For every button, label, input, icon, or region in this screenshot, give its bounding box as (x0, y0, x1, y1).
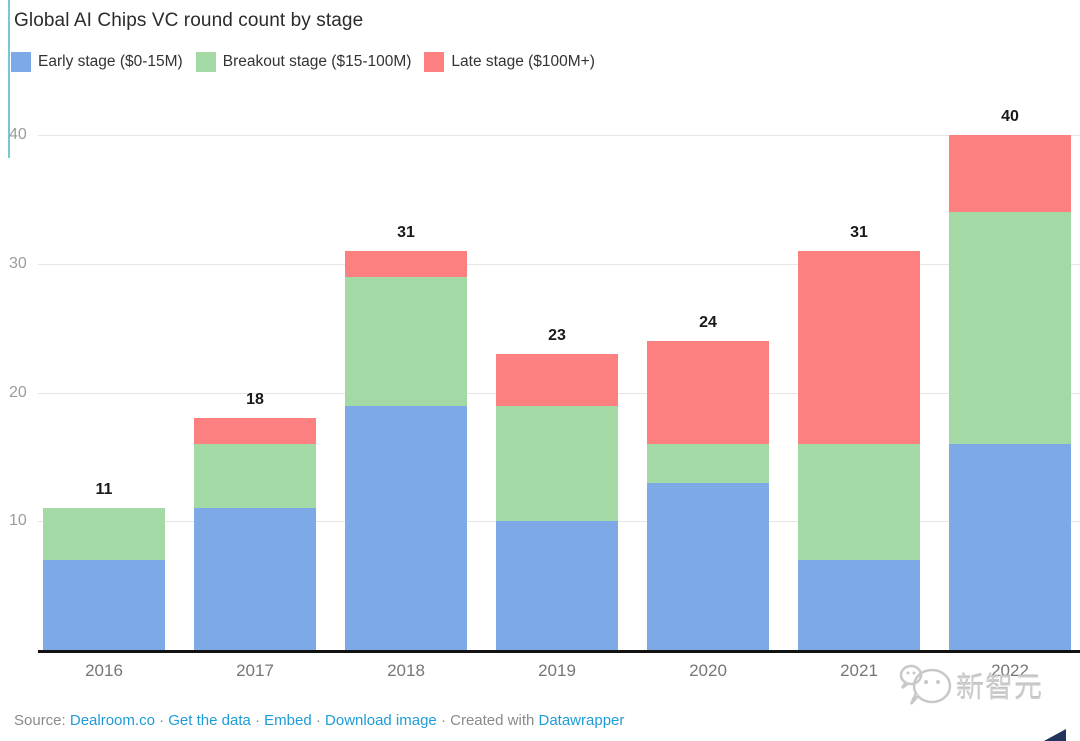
legend-label: Late stage ($100M+) (451, 53, 595, 70)
gridline-y30 (38, 264, 1080, 265)
bar-segment-2019-series1 (496, 405, 618, 521)
y-axis-tick-label: 20 (9, 384, 27, 401)
footer: Source: Dealroom.co · Get the data · Emb… (14, 712, 624, 729)
bar-total-label: 11 (95, 481, 113, 498)
x-axis-line (38, 650, 1080, 653)
bar-total-label: 23 (548, 327, 566, 344)
separator: · (154, 712, 169, 729)
bar-segment-2018-series2 (345, 251, 467, 277)
bar-segment-2022-series0 (949, 444, 1071, 650)
bar-segment-2020-series2 (647, 341, 769, 444)
created-with-label: Created with (450, 712, 539, 729)
datawrapper-link[interactable]: Datawrapper (538, 712, 625, 729)
bar-total-label: 31 (397, 224, 415, 241)
bar-segment-2016-series1 (43, 508, 165, 560)
chart-title: Global AI Chips VC round count by stage (14, 10, 364, 31)
bar-segment-2018-series0 (345, 405, 467, 650)
legend-item: Breakout stage ($15-100M) (195, 52, 412, 72)
legend-label: Early stage ($0-15M) (38, 53, 183, 70)
bar-segment-2021-series1 (798, 444, 920, 560)
legend-item: Late stage ($100M+) (424, 52, 595, 72)
y-axis-tick-label: 30 (9, 255, 27, 272)
x-axis-tick-label: 2022 (991, 661, 1029, 680)
source-link[interactable]: Dealroom.co (69, 712, 155, 729)
bar-segment-2019-series0 (496, 521, 618, 650)
download-image-link[interactable]: Download image (325, 712, 437, 729)
bar-segment-2020-series1 (647, 444, 769, 483)
corner-decoration (1044, 729, 1066, 741)
bar-total-label: 24 (699, 314, 717, 331)
separator: · (436, 712, 451, 729)
legend-swatch-icon (195, 52, 216, 72)
bar-segment-2020-series0 (647, 483, 769, 650)
accent-line (8, 0, 10, 158)
legend-label: Breakout stage ($15-100M) (222, 53, 412, 70)
legend-item: Early stage ($0-15M) (11, 52, 183, 72)
bar-segment-2016-series0 (43, 560, 165, 650)
embed-link[interactable]: Embed (264, 712, 312, 729)
x-axis-tick-label: 2018 (387, 661, 425, 680)
x-axis-tick-label: 2021 (840, 661, 878, 680)
bar-segment-2021-series2 (798, 251, 920, 444)
legend-swatch-icon (424, 52, 445, 72)
x-axis-tick-label: 2017 (236, 661, 274, 680)
legend: Early stage ($0-15M) Breakout stage ($15-… (11, 52, 595, 72)
get-the-data-link[interactable]: Get the data (168, 712, 251, 729)
bar-total-label: 31 (850, 224, 868, 241)
separator: · (311, 712, 326, 729)
legend-swatch-icon (11, 52, 31, 72)
x-axis-tick-label: 2020 (689, 661, 727, 680)
bar-segment-2017-series1 (194, 444, 316, 508)
x-axis-tick-label: 2019 (538, 661, 576, 680)
bar-segment-2018-series1 (345, 277, 467, 406)
y-axis-tick-label: 10 (9, 512, 27, 529)
bar-segment-2017-series2 (194, 418, 316, 444)
separator: · (250, 712, 265, 729)
gridline-y40 (38, 135, 1080, 136)
bar-segment-2021-series0 (798, 560, 920, 650)
x-axis-tick-label: 2016 (85, 661, 123, 680)
bar-segment-2019-series2 (496, 354, 618, 406)
bar-segment-2022-series2 (949, 135, 1071, 212)
bar-total-label: 40 (1001, 108, 1019, 125)
bar-total-label: 18 (246, 391, 264, 408)
bar-segment-2017-series0 (194, 508, 316, 650)
source-label: Source: (14, 712, 70, 729)
y-axis-tick-label: 40 (9, 126, 27, 143)
bar-segment-2022-series1 (949, 212, 1071, 444)
